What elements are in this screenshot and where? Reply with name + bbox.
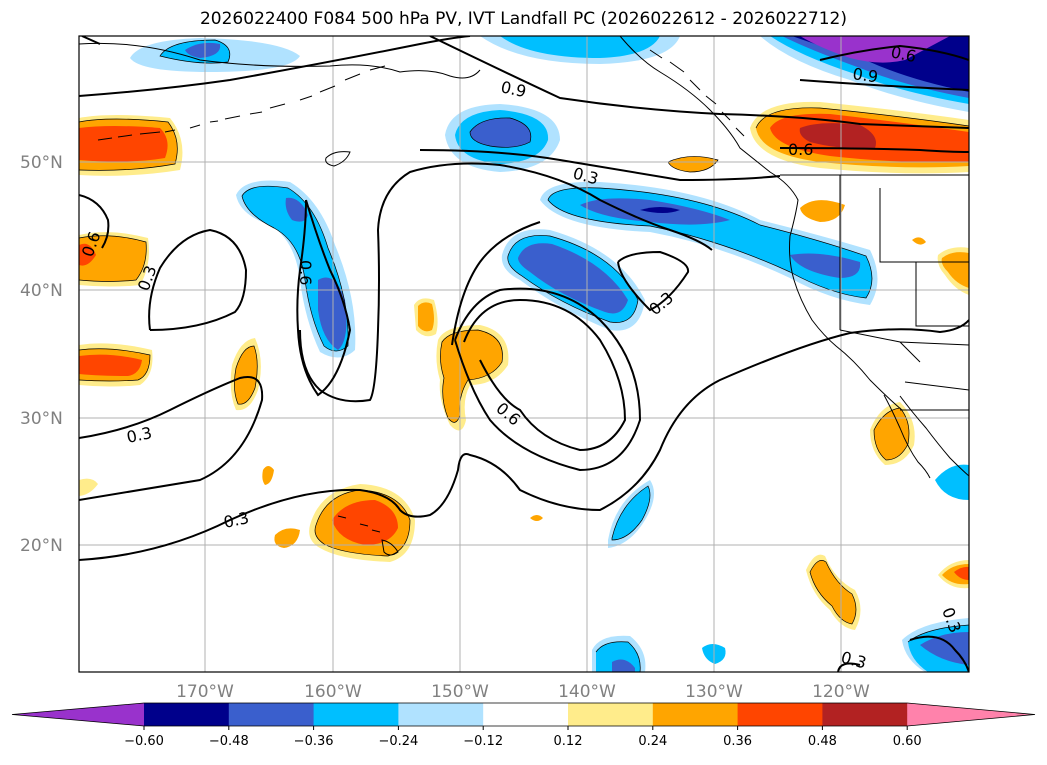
contour-label: 0.9 [499, 77, 528, 101]
colorbar-swatch [483, 703, 569, 726]
colorbar-tick-label: 0.12 [554, 734, 583, 749]
map-frame [78, 35, 970, 673]
colorbar-swatch [313, 703, 399, 726]
anomaly-blob [810, 560, 856, 624]
lat-label-40n: 40°N [20, 281, 63, 301]
lon-label-120w: 120°W [812, 682, 870, 702]
contour-label: 0.6 [296, 260, 315, 285]
anomaly-blob [418, 302, 434, 332]
colorbar-tick-label: 0.24 [638, 734, 667, 749]
anomaly-blob [612, 659, 635, 672]
anomaly-blob [874, 408, 909, 460]
colorbar-swatch [737, 703, 823, 726]
anomaly-blob [668, 156, 718, 172]
graticule [79, 36, 969, 672]
anomaly-blob [79, 126, 168, 162]
colorbar-tick-label: −0.36 [294, 734, 334, 749]
anomaly-blob [612, 486, 650, 540]
colorbar: −0.60 −0.48 −0.36 −0.24 −0.12 0.12 0.24 0.36 0.4… [11, 702, 1036, 749]
map-title: 2026022400 F084 500 hPa PV, IVT Landfall… [199, 9, 847, 29]
anomaly-blob [500, 36, 660, 58]
contour-label: 0.9 [851, 64, 879, 86]
colorbar-extend-high [907, 703, 1035, 726]
anomaly-blob [954, 566, 969, 580]
lon-label-160w: 160°W [304, 682, 362, 702]
colorbar-tick-label: −0.48 [209, 734, 249, 749]
pc-contours [79, 36, 969, 672]
anomaly-blob [285, 197, 308, 222]
contour-label: 0.3 [222, 508, 251, 532]
colorbar-tick-label: −0.24 [378, 734, 418, 749]
lat-label-30n: 30°N [20, 409, 63, 429]
lon-label-150w: 150°W [431, 682, 489, 702]
colorbar-tick-label: 0.60 [893, 734, 922, 749]
anomaly-blob [518, 243, 628, 314]
longitude-labels: 170°W 160°W 150°W 140°W 130°W 120°W [176, 682, 870, 702]
anomaly-blob [79, 354, 142, 376]
latitude-labels: 50°N 40°N 30°N 20°N [20, 153, 63, 556]
lat-label-50n: 50°N [20, 153, 63, 173]
contour-label: 0.6 [788, 140, 813, 159]
contour-label: 0.3 [125, 423, 154, 447]
colorbar-tick-label: 0.48 [808, 734, 837, 749]
anomaly-blob [274, 528, 300, 548]
map-area: 0.9 0.6 0.9 0.6 0.3 0.3 0.6 0.3 0.6 0.3 … [79, 36, 969, 672]
lon-label-130w: 130°W [685, 682, 743, 702]
anomaly-blob [530, 515, 543, 521]
pv-anomaly-fills [79, 36, 969, 672]
anomaly-blob [79, 478, 98, 496]
anomaly-blob [332, 500, 398, 545]
colorbar-swatch [652, 703, 739, 726]
colorbar-swatch [568, 703, 654, 726]
lon-label-140w: 140°W [558, 682, 616, 702]
anomaly-blob [470, 117, 531, 148]
contour-label: 0.6 [889, 42, 918, 66]
colorbar-swatch [228, 703, 315, 726]
coastlines [79, 36, 969, 556]
anomaly-blob [440, 330, 503, 423]
anomaly-blob [935, 464, 969, 500]
anomaly-blob [640, 207, 680, 213]
colorbar-swatch [398, 703, 484, 726]
anomaly-blob [920, 632, 969, 665]
anomaly-blob [185, 42, 221, 58]
anomaly-blob [800, 200, 845, 222]
anomaly-blob [234, 346, 258, 405]
colorbar-tick-label: −0.60 [124, 734, 164, 749]
anomaly-blob [790, 253, 861, 278]
anomaly-blob [262, 466, 274, 485]
anomaly-blob [799, 123, 876, 149]
anomaly-blob [79, 243, 96, 266]
colorbar-extend-low [12, 703, 144, 726]
colorbar-swatch [822, 703, 908, 726]
lat-label-20n: 20°N [20, 536, 63, 556]
anomaly-blob [941, 252, 969, 288]
colorbar-swatch [144, 703, 230, 726]
anomaly-blob [79, 235, 147, 282]
anomaly-blob [912, 237, 926, 245]
colorbar-tick-label: −0.12 [463, 734, 503, 749]
lon-label-170w: 170°W [176, 682, 234, 702]
anomaly-blob [318, 277, 347, 350]
colorbar-tick-label: 0.36 [723, 734, 752, 749]
